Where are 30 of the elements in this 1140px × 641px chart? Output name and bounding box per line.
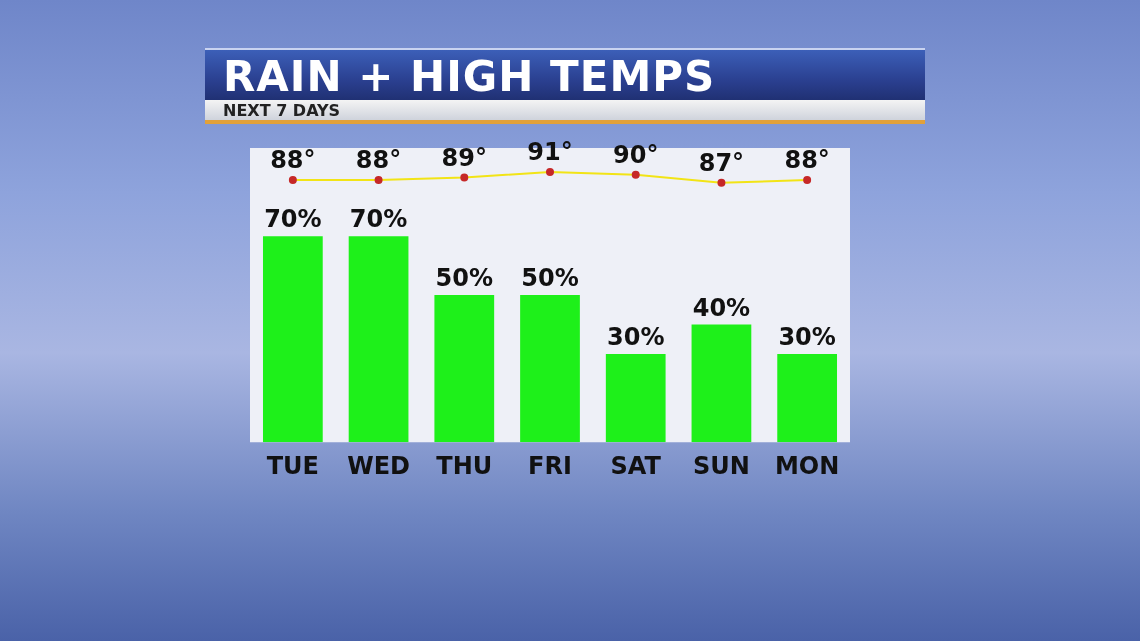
bar bbox=[348, 236, 409, 443]
data-label: 50% bbox=[521, 264, 579, 293]
x-tick-label: SUN bbox=[693, 451, 750, 480]
data-label: 88° bbox=[784, 146, 830, 175]
x-tick-label: TUE bbox=[266, 451, 319, 480]
data-label: 40% bbox=[692, 293, 751, 322]
data-label: 90° bbox=[613, 140, 659, 169]
x-tick-label: THU bbox=[436, 451, 493, 480]
x-tick-label: WED bbox=[347, 451, 410, 480]
bar bbox=[691, 324, 752, 443]
bar bbox=[520, 295, 580, 443]
x-tick-label: FRI bbox=[528, 451, 572, 480]
data-label: 50% bbox=[435, 264, 494, 293]
data-label: 70% bbox=[349, 205, 408, 234]
chart-subtitle: NEXT 7 DAYS bbox=[223, 101, 341, 120]
x-tick-label: MON bbox=[774, 451, 840, 480]
data-label: 89° bbox=[441, 143, 487, 172]
data-label: 87° bbox=[698, 149, 745, 177]
bar bbox=[777, 353, 838, 443]
data-label: 88° bbox=[355, 146, 402, 175]
data-label: 30% bbox=[778, 323, 836, 352]
x-tick-label: SAT bbox=[610, 451, 662, 480]
bar bbox=[434, 295, 495, 443]
bar bbox=[605, 353, 666, 443]
data-label: 91° bbox=[527, 138, 573, 167]
bar bbox=[262, 236, 323, 443]
data-label: 88° bbox=[270, 146, 316, 175]
data-label: 30% bbox=[606, 323, 665, 352]
data-label: 70% bbox=[264, 205, 322, 234]
chart-title: RAIN + HIGH TEMPS bbox=[223, 52, 716, 101]
